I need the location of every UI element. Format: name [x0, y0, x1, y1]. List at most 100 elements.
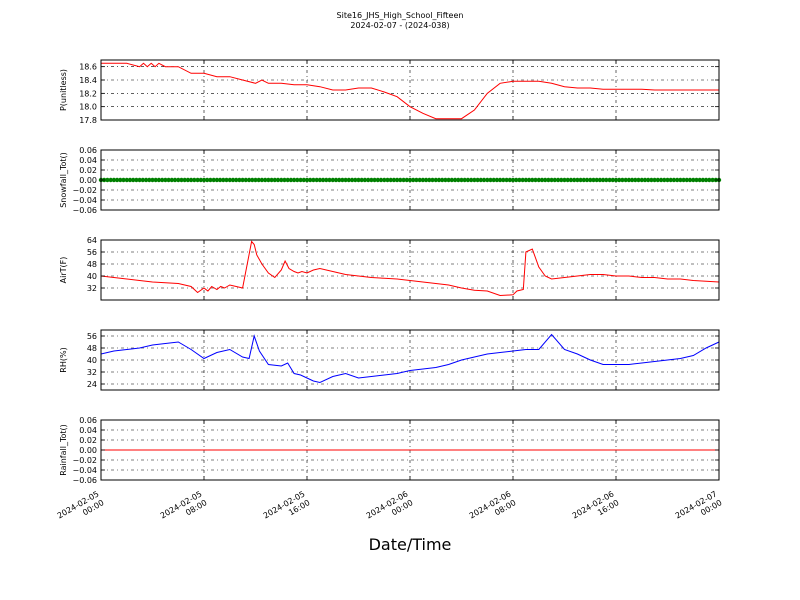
y-tick-label: 48: [87, 260, 97, 269]
data-point: [543, 177, 548, 183]
data-point: [166, 177, 171, 183]
data-point: [234, 177, 239, 183]
data-point: [420, 177, 426, 183]
y-tick-label: 0.06: [79, 416, 97, 425]
y-tick-label: 64: [87, 236, 97, 245]
data-point: [417, 177, 422, 183]
figure-title: Site16_JHS_High_School_Fifteen: [337, 11, 464, 20]
data-point: [594, 177, 599, 183]
data-point: [681, 177, 686, 183]
data-point: [562, 177, 567, 183]
data-point: [105, 177, 110, 183]
data-point: [536, 177, 541, 183]
y-tick-label: −0.06: [72, 476, 97, 485]
data-point: [337, 177, 342, 183]
data-point: [652, 177, 657, 183]
data-point: [394, 177, 400, 183]
data-point: [514, 177, 519, 183]
data-point: [572, 177, 577, 183]
data-point: [694, 177, 699, 183]
data-point: [327, 177, 332, 183]
data-point: [636, 177, 641, 183]
data-point: [121, 177, 126, 183]
y-tick-label: −0.02: [72, 456, 97, 465]
data-point: [465, 177, 471, 183]
x-axis-label: Date/Time: [369, 535, 452, 554]
series-line: [100, 240, 720, 297]
data-point: [266, 177, 271, 183]
data-point: [230, 177, 236, 183]
data-point: [491, 177, 496, 183]
data-point: [369, 177, 374, 183]
data-point: [217, 177, 223, 183]
y-tick-label: 0.04: [79, 156, 97, 165]
data-point: [150, 177, 155, 183]
data-point: [137, 177, 142, 183]
data-point: [349, 177, 355, 183]
data-point: [507, 177, 512, 183]
axes-frame: [100, 59, 720, 121]
data-point: [253, 177, 258, 183]
data-point: [385, 177, 390, 183]
data-point: [559, 177, 564, 183]
data-point: [169, 177, 174, 183]
data-point: [462, 177, 467, 183]
data-point: [700, 177, 706, 183]
y-tick-label: 0.02: [79, 166, 97, 175]
data-point: [156, 177, 162, 183]
data-point: [452, 177, 458, 183]
data-point: [436, 177, 442, 183]
chart-panel-4: 24 32 40 48 56 RH(%): [59, 329, 720, 391]
data-point: [198, 177, 203, 183]
data-point: [446, 177, 451, 183]
data-point: [411, 177, 416, 183]
y-tick-label: 32: [87, 368, 97, 377]
y-tick-label: 18.4: [79, 76, 97, 85]
data-point: [388, 177, 393, 183]
data-point: [423, 177, 429, 183]
data-point: [584, 177, 590, 183]
y-tick-label: 18.2: [79, 89, 97, 98]
data-point: [459, 177, 464, 183]
data-point: [279, 177, 284, 183]
figure-subtitle: 2024-02-07 - (2024-038): [350, 21, 449, 30]
data-point: [195, 177, 200, 183]
data-point: [111, 177, 117, 183]
data-point: [710, 177, 715, 183]
data-point: [250, 177, 255, 183]
data-point: [658, 177, 664, 183]
data-point: [678, 177, 683, 183]
data-point: [675, 177, 680, 183]
data-point: [356, 177, 361, 183]
data-point: [269, 177, 274, 183]
data-point: [697, 177, 702, 183]
data-point: [469, 177, 474, 183]
data-point: [649, 177, 654, 183]
data-point: [517, 177, 522, 183]
data-point: [620, 177, 625, 183]
data-point: [404, 177, 409, 183]
data-point: [443, 177, 448, 183]
data-point: [510, 177, 516, 183]
data-point: [372, 177, 377, 183]
data-point: [134, 177, 139, 183]
y-tick-label: 56: [87, 248, 97, 257]
series-line: [100, 333, 720, 384]
data-point: [118, 177, 123, 183]
y-tick-label: 40: [87, 272, 97, 281]
data-point: [391, 177, 397, 183]
data-point: [163, 177, 168, 183]
data-point: [221, 177, 226, 183]
y-tick-label: 32: [87, 284, 97, 293]
data-point: [427, 177, 432, 183]
y-tick-label: 0.00: [79, 176, 97, 185]
data-point: [433, 177, 438, 183]
data-point: [214, 177, 220, 183]
data-point: [665, 177, 670, 183]
data-point: [626, 177, 632, 183]
y-tick-label: 0.02: [79, 436, 97, 445]
